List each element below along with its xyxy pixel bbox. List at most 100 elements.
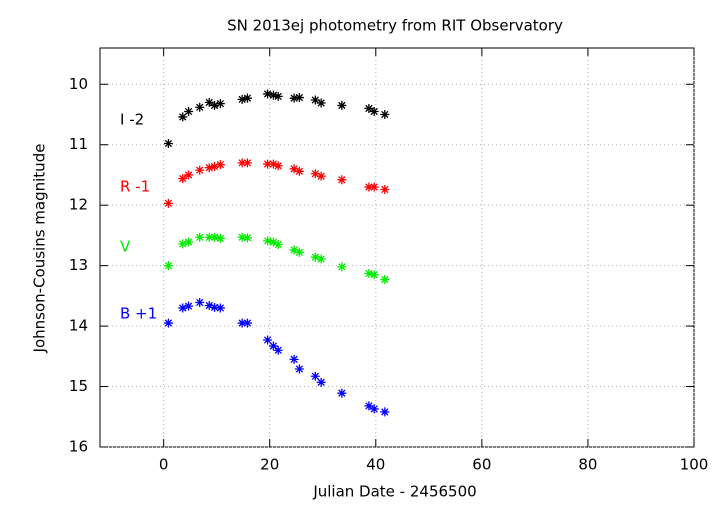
data-point [316, 171, 326, 181]
data-point [195, 102, 205, 112]
x-tick-label: 20 [260, 456, 279, 474]
data-point [184, 237, 194, 247]
data-point [242, 93, 252, 103]
data-point [380, 275, 390, 285]
data-point [364, 401, 374, 411]
data-point [195, 232, 205, 242]
data-point [380, 407, 390, 417]
series-label: I -2 [120, 111, 144, 129]
y-tick-label: 16 [69, 438, 88, 456]
y-tick-label: 11 [69, 135, 88, 153]
series-label: B +1 [120, 305, 157, 323]
data-point [337, 388, 347, 398]
data-point [369, 106, 379, 116]
data-point [178, 174, 188, 184]
data-point [337, 175, 347, 185]
data-point [242, 318, 252, 328]
data-point [204, 163, 214, 173]
data-point [273, 239, 283, 249]
data-point [215, 99, 225, 109]
data-point [210, 232, 220, 242]
data-point [369, 182, 379, 192]
data-point [289, 245, 299, 255]
data-point [273, 91, 283, 101]
data-point [210, 161, 220, 171]
data-point [289, 164, 299, 174]
y-tick-label: 10 [69, 75, 88, 93]
data-point [364, 268, 374, 278]
x-tick-label: 80 [578, 456, 597, 474]
x-tick-label: 0 [159, 456, 169, 474]
data-point [215, 160, 225, 170]
data-point [294, 364, 304, 374]
data-point [184, 301, 194, 311]
data-point [364, 103, 374, 113]
data-point [273, 161, 283, 171]
series-label: V [120, 238, 131, 256]
data-point [294, 247, 304, 257]
data-point [316, 98, 326, 108]
data-point [237, 158, 247, 168]
data-point [337, 262, 347, 272]
data-point [242, 233, 252, 243]
data-point [310, 95, 320, 105]
data-point [369, 404, 379, 414]
data-point [263, 236, 273, 246]
data-point [204, 97, 214, 107]
data-point [215, 233, 225, 243]
data-point [237, 318, 247, 328]
data-point [237, 232, 247, 242]
data-point [210, 302, 220, 312]
data-point [195, 298, 205, 308]
data-point [380, 110, 390, 119]
data-point [242, 158, 252, 168]
y-tick-label: 13 [69, 256, 88, 274]
x-tick-label: 60 [472, 456, 491, 474]
data-point [337, 100, 347, 110]
x-axis-label: Julian Date - 2456500 [312, 483, 476, 501]
data-point [289, 93, 299, 103]
y-tick-label: 14 [69, 317, 88, 335]
data-point [268, 237, 278, 247]
y-tick-label: 12 [69, 196, 88, 214]
y-tick-label: 15 [69, 377, 88, 395]
data-point [263, 89, 273, 99]
data-point [316, 254, 326, 264]
data-point [204, 232, 214, 242]
data-point [273, 345, 283, 355]
data-point [310, 169, 320, 179]
data-point [204, 301, 214, 311]
x-tick-label: 100 [680, 456, 709, 474]
data-point [195, 165, 205, 175]
data-point [263, 335, 273, 345]
data-point [310, 252, 320, 262]
data-point [369, 270, 379, 280]
data-point [178, 303, 188, 313]
data-point [184, 106, 194, 116]
data-point [163, 198, 173, 208]
y-axis-label: Johnson-Cousins magnitude [31, 144, 49, 354]
data-point [268, 90, 278, 100]
data-point [316, 377, 326, 387]
data-point [215, 303, 225, 313]
data-point [163, 318, 173, 328]
data-point [263, 159, 273, 169]
data-point [364, 182, 374, 192]
data-point [268, 159, 278, 169]
data-point [294, 93, 304, 103]
data-point [294, 166, 304, 176]
data-point [268, 341, 278, 351]
data-point [380, 184, 390, 194]
data-point [310, 371, 320, 381]
chart-title: SN 2013ej photometry from RIT Observator… [227, 17, 563, 35]
data-point [163, 139, 173, 149]
data-point [163, 261, 173, 271]
series-label: R -1 [120, 178, 150, 196]
x-tick-label: 40 [366, 456, 385, 474]
data-point [237, 94, 247, 104]
data-point [210, 100, 220, 110]
data-point [289, 354, 299, 364]
data-point [178, 239, 188, 249]
data-point [178, 112, 188, 122]
